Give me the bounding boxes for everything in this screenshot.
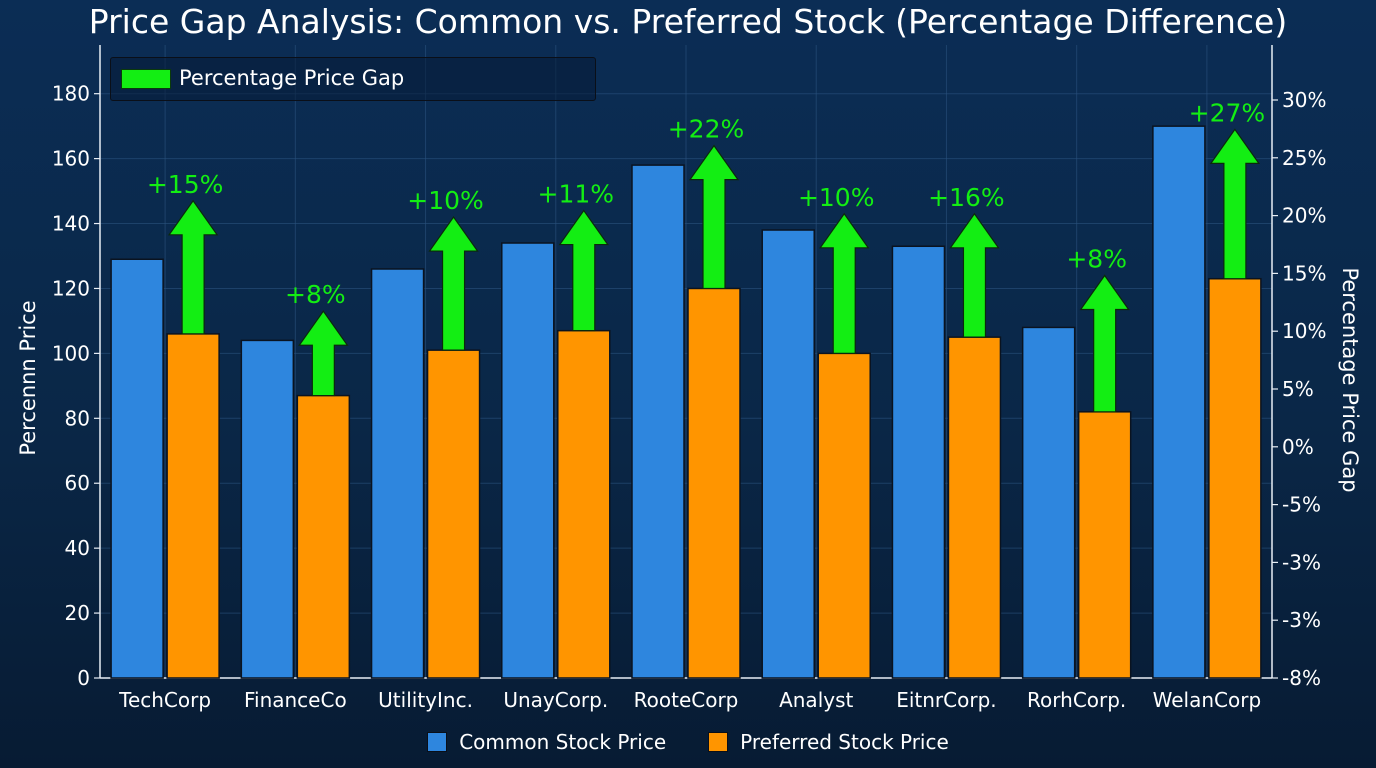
bar-common <box>501 242 555 679</box>
y-tick-label-left: 140 <box>52 212 90 236</box>
legend-preferred-label: Preferred Stock Price <box>740 730 949 754</box>
bar-common <box>1152 125 1206 679</box>
y-tick-label-left: 180 <box>52 82 90 106</box>
chart-title: Price Gap Analysis: Common vs. Preferred… <box>88 2 1288 41</box>
y-tick-label-left: 100 <box>52 341 90 365</box>
x-tick-label: RooteCorp <box>634 688 739 712</box>
x-tick-label: RorhCorp. <box>1027 688 1126 712</box>
y-tick-label-left: 160 <box>52 147 90 171</box>
y-tick-label-left: 40 <box>65 536 90 560</box>
bar-common <box>891 245 946 679</box>
y-tick-label-left: 20 <box>65 601 90 625</box>
bar-common <box>631 164 685 679</box>
x-tick-label: UtilityInc. <box>378 688 473 712</box>
x-tick-label: UnayCorp. <box>503 688 608 712</box>
gap-label: +8% <box>1066 244 1127 273</box>
gap-arrow <box>428 216 479 351</box>
gap-label: +10% <box>407 186 484 215</box>
gap-arrow <box>1209 128 1261 280</box>
y-tick-label-left: 0 <box>77 666 90 690</box>
y-tick-label-right: 5% <box>1282 377 1314 401</box>
y-tick-label-right: 15% <box>1282 261 1326 285</box>
y-tick-label-right: 20% <box>1282 204 1326 228</box>
gap-arrow <box>558 209 609 332</box>
legend-series: Common Stock Price Preferred Stock Price <box>0 727 1376 757</box>
legend-common: Common Stock Price <box>427 730 666 754</box>
y-tick-label-right: -8% <box>1282 666 1321 690</box>
bar-preferred <box>947 336 1002 679</box>
bar-preferred <box>296 394 351 679</box>
legend-common-label: Common Stock Price <box>459 730 667 754</box>
gap-arrow <box>949 212 1000 338</box>
bar-preferred <box>557 329 611 679</box>
y-axis-label-right: Percentage Price Gap <box>1338 267 1362 493</box>
bar-common <box>370 268 425 679</box>
bar-common <box>761 229 815 679</box>
legend-gap-label: Percentage Price Gap <box>179 66 405 90</box>
gap-label: +10% <box>798 183 875 212</box>
legend-gap-swatch <box>121 69 171 89</box>
gap-arrow <box>167 199 219 335</box>
bar-common <box>1021 326 1076 679</box>
legend-gap: Percentage Price Gap <box>110 57 596 101</box>
gap-arrow <box>819 212 870 354</box>
gap-label: +11% <box>538 180 615 209</box>
gap-arrow <box>1079 274 1130 413</box>
bar-preferred <box>1208 277 1262 679</box>
bar-preferred <box>426 349 481 679</box>
gap-label: +8% <box>285 280 346 309</box>
gap-label: +15% <box>147 170 224 199</box>
x-tick-label: Analyst <box>779 688 853 712</box>
y-tick-label-right: 25% <box>1282 146 1326 170</box>
y-tick-label-left: 80 <box>65 406 90 430</box>
y-tick-label-left: 60 <box>65 471 90 495</box>
gap-label: +16% <box>928 183 1005 212</box>
bar-preferred <box>687 287 741 679</box>
gap-arrow <box>688 144 740 290</box>
gap-label: +22% <box>668 115 745 144</box>
bar-preferred <box>166 333 220 679</box>
y-tick-label-right: -5% <box>1282 493 1321 517</box>
bar-common <box>240 339 295 679</box>
y-axis-label-left: Percennn Price <box>16 300 40 456</box>
gap-label: +27% <box>1189 98 1266 127</box>
legend-preferred: Preferred Stock Price <box>708 730 949 754</box>
bar-common <box>110 258 164 679</box>
y-tick-label-right: 0% <box>1282 435 1314 459</box>
x-tick-label: FinanceCo <box>244 688 347 712</box>
y-tick-label-left: 120 <box>52 276 90 300</box>
gap-arrow <box>298 310 349 397</box>
bar-preferred <box>817 352 871 679</box>
y-tick-label-right: 30% <box>1282 88 1326 112</box>
x-tick-label: TechCorp <box>118 688 211 712</box>
x-tick-label: EitnrCorp. <box>896 688 996 712</box>
y-tick-label-right: -3% <box>1282 550 1321 574</box>
y-tick-label-right: -3% <box>1282 608 1321 632</box>
x-tick-label: WelanCorp <box>1153 688 1262 712</box>
bar-preferred <box>1077 411 1132 679</box>
legend-common-swatch <box>427 732 448 752</box>
legend-preferred-swatch <box>708 732 729 752</box>
y-tick-label-right: 10% <box>1282 319 1326 343</box>
